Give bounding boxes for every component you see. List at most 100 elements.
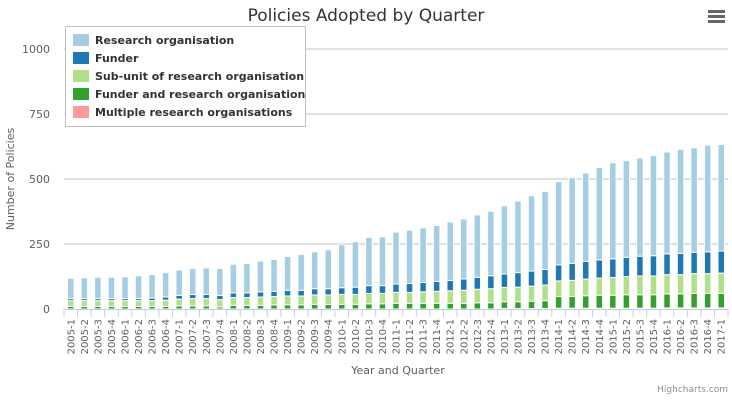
bar-segment-funder-and-research-organisation[interactable] <box>392 302 400 310</box>
bar-segment-sub-unit-of-research-organisation[interactable] <box>554 280 563 298</box>
bar-segment-funder[interactable] <box>717 250 725 274</box>
bar-segment-funder-and-research-organisation[interactable] <box>595 294 604 309</box>
bar-segment-research-organisation[interactable] <box>216 267 224 296</box>
bar-segment-funder[interactable] <box>324 288 332 296</box>
bar-segment-funder-and-research-organisation[interactable] <box>649 294 658 309</box>
bar-segment-funder-and-research-organisation[interactable] <box>609 294 617 309</box>
bar-segment-research-organisation[interactable] <box>243 263 251 294</box>
bar-segment-sub-unit-of-research-organisation[interactable] <box>94 300 102 307</box>
bar-segment-research-organisation[interactable] <box>148 274 156 299</box>
bar-segment-sub-unit-of-research-organisation[interactable] <box>270 296 278 306</box>
bar-segment-funder-and-research-organisation[interactable] <box>419 302 427 310</box>
bar-segment-funder-and-research-organisation[interactable] <box>568 296 576 309</box>
bar-segment-research-organisation[interactable] <box>663 151 671 255</box>
bar-segment-sub-unit-of-research-organisation[interactable] <box>460 289 468 304</box>
legend-item-funder-and-research-organisation[interactable]: Funder and research organisation <box>73 88 305 101</box>
bar-segment-funder[interactable] <box>636 255 644 277</box>
bar-segment-funder[interactable] <box>622 256 631 278</box>
bar-segment-research-organisation[interactable] <box>500 205 509 275</box>
bar-segment-research-organisation[interactable] <box>527 195 536 272</box>
bar-segment-sub-unit-of-research-organisation[interactable] <box>107 300 116 307</box>
bar-segment-funder[interactable] <box>297 289 305 297</box>
bar-segment-funder[interactable] <box>663 253 671 276</box>
bar-segment-funder-and-research-organisation[interactable] <box>229 304 238 310</box>
bar-segment-research-organisation[interactable] <box>310 251 319 290</box>
bar-segment-research-organisation[interactable] <box>487 210 495 277</box>
bar-segment-funder[interactable] <box>541 268 549 286</box>
bar-segment-funder[interactable] <box>554 264 563 282</box>
bar-segment-funder-and-research-organisation[interactable] <box>500 301 509 309</box>
bar-segment-sub-unit-of-research-organisation[interactable] <box>121 300 129 307</box>
bar-segment-sub-unit-of-research-organisation[interactable] <box>202 298 211 307</box>
bar-segment-funder[interactable] <box>229 292 238 299</box>
bar-segment-funder[interactable] <box>188 293 197 300</box>
bar-segment-funder[interactable] <box>527 270 536 287</box>
bar-segment-funder[interactable] <box>270 290 278 298</box>
bar-segment-sub-unit-of-research-organisation[interactable] <box>622 276 631 296</box>
bar-segment-funder-and-research-organisation[interactable] <box>690 292 698 309</box>
bar-segment-research-organisation[interactable] <box>202 267 211 295</box>
bar-segment-sub-unit-of-research-organisation[interactable] <box>80 300 89 307</box>
bar-segment-funder-and-research-organisation[interactable] <box>514 301 522 309</box>
bar-segment-funder-and-research-organisation[interactable] <box>378 303 387 310</box>
bar-segment-research-organisation[interactable] <box>283 255 292 291</box>
bar-segment-research-organisation[interactable] <box>175 269 183 296</box>
bar-segment-funder[interactable] <box>446 279 454 292</box>
bar-segment-research-organisation[interactable] <box>378 236 387 287</box>
bar-segment-funder-and-research-organisation[interactable] <box>717 292 725 309</box>
bar-segment-funder-and-research-organisation[interactable] <box>256 304 265 310</box>
bar-segment-research-organisation[interactable] <box>581 172 590 262</box>
bar-segment-research-organisation[interactable] <box>649 155 658 257</box>
bar-segment-funder[interactable] <box>338 287 346 295</box>
bar-segment-research-organisation[interactable] <box>94 276 102 300</box>
bar-segment-funder-and-research-organisation[interactable] <box>622 294 631 309</box>
bar-segment-funder[interactable] <box>500 273 509 288</box>
bar-segment-sub-unit-of-research-organisation[interactable] <box>581 278 590 297</box>
bar-segment-sub-unit-of-research-organisation[interactable] <box>473 288 482 304</box>
bar-segment-funder[interactable] <box>460 278 468 291</box>
bar-segment-sub-unit-of-research-organisation[interactable] <box>175 298 183 307</box>
bar-segment-sub-unit-of-research-organisation[interactable] <box>392 291 400 304</box>
bar-segment-research-organisation[interactable] <box>419 227 427 283</box>
bar-segment-funder[interactable] <box>432 280 441 292</box>
bar-segment-funder[interactable] <box>405 283 414 293</box>
bar-segment-research-organisation[interactable] <box>460 218 468 280</box>
bar-segment-sub-unit-of-research-organisation[interactable] <box>446 290 454 304</box>
bar-segment-funder[interactable] <box>649 255 658 277</box>
bar-segment-sub-unit-of-research-organisation[interactable] <box>663 274 671 295</box>
bar-segment-sub-unit-of-research-organisation[interactable] <box>188 298 197 307</box>
bar-segment-research-organisation[interactable] <box>703 144 712 253</box>
bar-segment-funder-and-research-organisation[interactable] <box>541 300 549 309</box>
bar-segment-sub-unit-of-research-organisation[interactable] <box>351 293 360 305</box>
bar-segment-sub-unit-of-research-organisation[interactable] <box>67 300 75 307</box>
bar-segment-sub-unit-of-research-organisation[interactable] <box>676 274 685 295</box>
bar-segment-sub-unit-of-research-organisation[interactable] <box>256 296 265 306</box>
bar-segment-research-organisation[interactable] <box>690 147 698 253</box>
bar-segment-funder-and-research-organisation[interactable] <box>581 295 590 309</box>
export-menu-button[interactable] <box>708 10 725 23</box>
bar-segment-sub-unit-of-research-organisation[interactable] <box>690 273 698 294</box>
bar-segment-research-organisation[interactable] <box>121 276 129 300</box>
bar-segment-funder-and-research-organisation[interactable] <box>527 300 536 309</box>
credits-link[interactable]: Highcharts.com <box>657 385 728 395</box>
bar-segment-sub-unit-of-research-organisation[interactable] <box>500 286 509 303</box>
bar-segment-sub-unit-of-research-organisation[interactable] <box>297 295 305 306</box>
bar-segment-funder-and-research-organisation[interactable] <box>338 303 346 310</box>
bar-segment-research-organisation[interactable] <box>622 160 631 258</box>
bar-segment-research-organisation[interactable] <box>717 143 725 252</box>
bar-segment-sub-unit-of-research-organisation[interactable] <box>243 297 251 306</box>
bar-segment-sub-unit-of-research-organisation[interactable] <box>378 292 387 305</box>
bar-segment-research-organisation[interactable] <box>554 181 563 266</box>
bar-segment-sub-unit-of-research-organisation[interactable] <box>134 300 143 307</box>
bar-segment-research-organisation[interactable] <box>256 260 265 293</box>
bar-segment-funder[interactable] <box>283 289 292 297</box>
bar-segment-funder[interactable] <box>202 293 211 300</box>
bar-segment-funder-and-research-organisation[interactable] <box>243 304 251 310</box>
bar-segment-funder[interactable] <box>595 259 604 279</box>
legend-item-research-organisation[interactable]: Research organisation <box>73 34 234 47</box>
bar-segment-funder-and-research-organisation[interactable] <box>405 302 414 310</box>
bar-segment-funder[interactable] <box>487 275 495 290</box>
bar-segment-funder-and-research-organisation[interactable] <box>432 302 441 310</box>
bar-segment-sub-unit-of-research-organisation[interactable] <box>324 294 332 305</box>
bar-segment-funder-and-research-organisation[interactable] <box>365 303 373 310</box>
